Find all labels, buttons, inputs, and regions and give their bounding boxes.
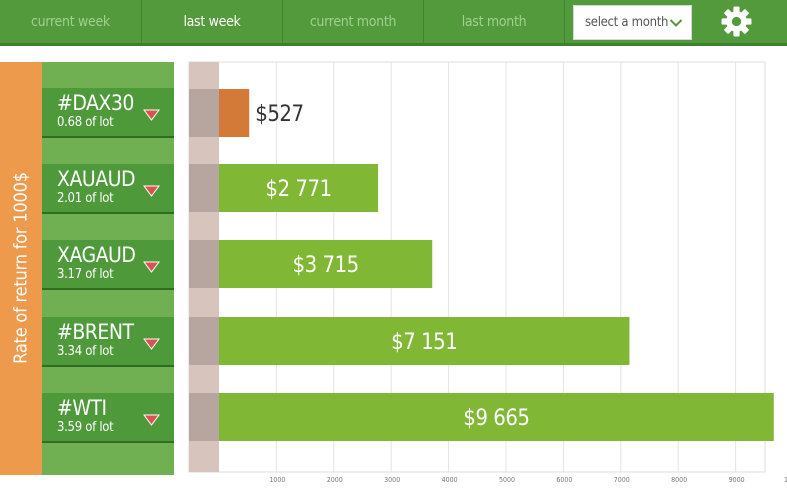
tab-last-month[interactable]: last month	[461, 14, 527, 30]
tab-divider	[564, 0, 565, 43]
instrument-name: XAGAUD	[57, 243, 136, 267]
bar-origin-overlay	[189, 317, 219, 365]
bar-value-label: $7 151	[391, 330, 457, 355]
bar	[219, 164, 379, 212]
instrument-lot: 0.68 of lot	[57, 115, 114, 130]
x-tick-label: 5000	[499, 476, 515, 484]
instrument-name: #BRENT	[57, 320, 134, 344]
instrument-name: #WTI	[57, 396, 107, 420]
triangle-down-icon[interactable]	[143, 109, 160, 121]
bar-value-label: $2 771	[265, 177, 331, 202]
y-axis-label: Rate of return for 1000$	[10, 172, 32, 364]
instrument-item[interactable]: #DAX30 0.68 of lot	[42, 88, 174, 138]
top-nav: current week last week current month las…	[0, 0, 787, 46]
instrument-lot: 3.17 of lot	[57, 267, 114, 282]
axis-band	[189, 62, 219, 472]
month-select[interactable]: select a month	[573, 5, 692, 40]
instrument-item[interactable]: #WTI 3.59 of lot	[42, 393, 174, 443]
tab-divider	[141, 0, 142, 43]
instrument-item[interactable]: XAUAUD 2.01 of lot	[42, 164, 174, 214]
x-tick-label: 7000	[614, 476, 630, 484]
instrument-item[interactable]: #BRENT 3.34 of lot	[42, 317, 174, 367]
x-tick-label: 2000	[327, 476, 343, 484]
bar	[219, 393, 774, 441]
triangle-down-icon[interactable]	[143, 414, 160, 426]
bar-origin-overlay	[189, 240, 219, 288]
bar-chart: 1000 2000 3000 4000 5000 6000 7000 8000 9000 1000…	[188, 61, 787, 484]
bar-value-label: $527	[255, 102, 303, 127]
instrument-name: #DAX30	[57, 91, 134, 115]
tab-last-week[interactable]: last week	[183, 14, 241, 30]
month-select-value: select a month	[585, 15, 669, 30]
x-tick-label: 8000	[671, 476, 687, 484]
x-tick-label: 9000	[729, 476, 745, 484]
tab-current-week[interactable]: current week	[31, 14, 110, 30]
tab-divider	[282, 0, 283, 43]
triangle-down-icon[interactable]	[143, 338, 160, 350]
bar	[219, 317, 630, 365]
triangle-down-icon[interactable]	[143, 261, 160, 273]
tab-divider	[423, 0, 424, 43]
x-tick-label: 1000	[269, 476, 285, 484]
triangle-down-icon[interactable]	[143, 185, 160, 197]
bar	[219, 240, 433, 288]
instrument-lot: 3.59 of lot	[57, 420, 114, 435]
instrument-lot: 3.34 of lot	[57, 344, 114, 359]
tab-current-month[interactable]: current month	[309, 14, 397, 30]
instrument-lot: 2.01 of lot	[57, 191, 114, 206]
x-tick-label: 6000	[556, 476, 572, 484]
bar-origin-overlay	[189, 164, 219, 212]
bar-value-label: $9 665	[463, 406, 529, 431]
instrument-name: XAUAUD	[57, 167, 136, 191]
bar-origin-overlay	[189, 393, 219, 441]
x-tick-label: 3000	[384, 476, 400, 484]
instrument-item[interactable]: XAGAUD 3.17 of lot	[42, 240, 174, 290]
gear-icon[interactable]	[720, 5, 753, 38]
chevron-down-icon	[669, 19, 683, 27]
x-tick-label: 10000	[784, 476, 787, 484]
bar	[219, 89, 250, 137]
x-tick-label: 4000	[442, 476, 458, 484]
bar-origin-overlay	[189, 89, 219, 137]
bar-value-label: $3 715	[293, 253, 359, 278]
y-axis-label-panel	[0, 62, 42, 475]
